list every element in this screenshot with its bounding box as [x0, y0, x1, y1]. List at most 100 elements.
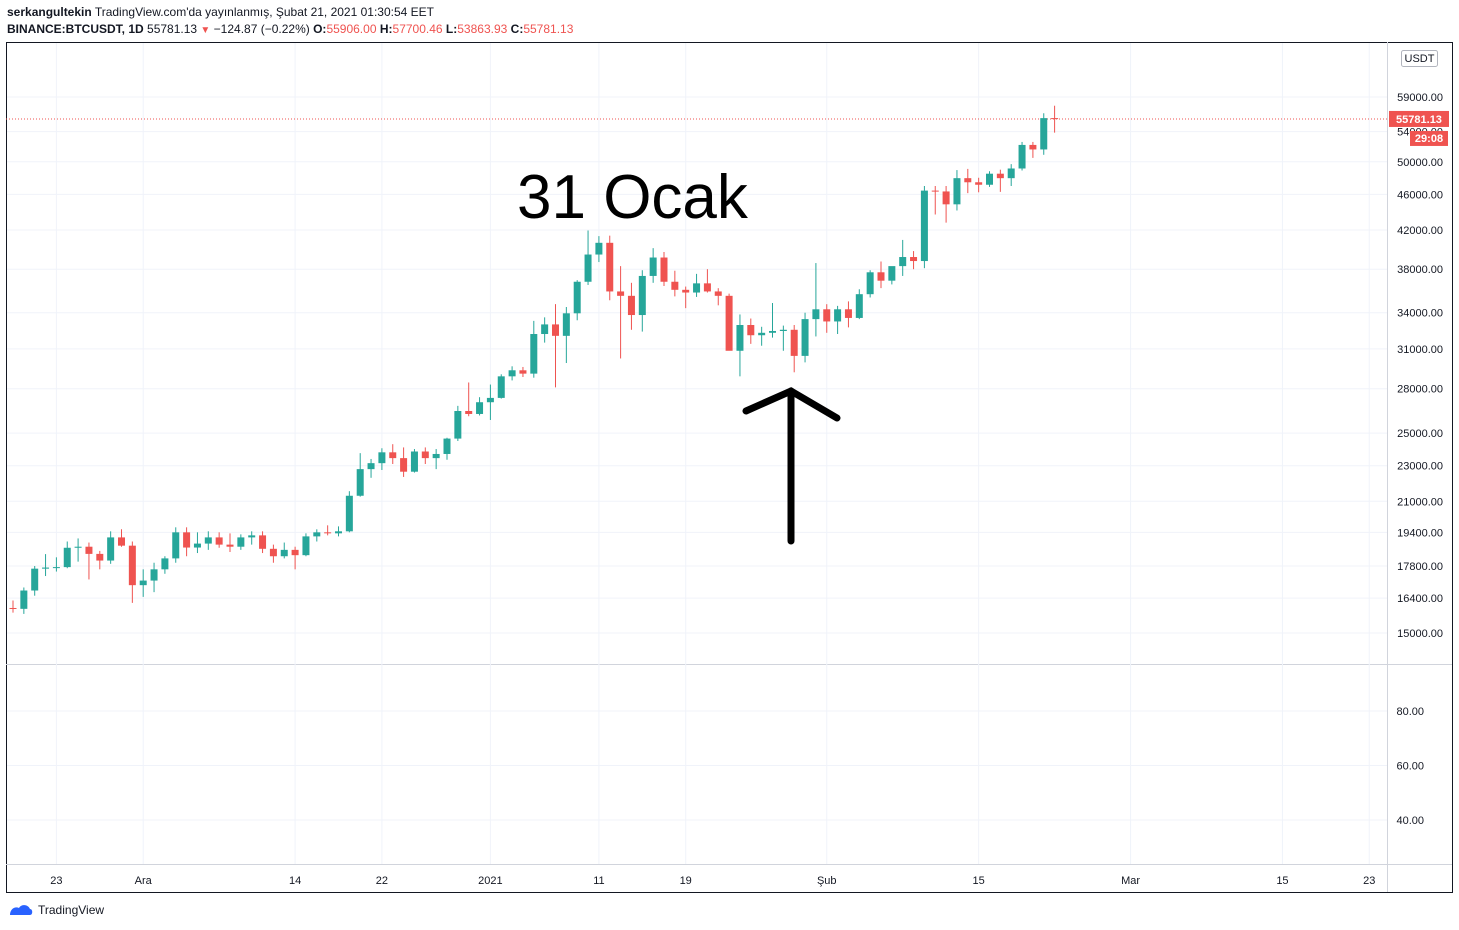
candle	[324, 525, 332, 536]
candle	[866, 270, 874, 298]
candle-body	[1051, 118, 1059, 120]
currency-badge[interactable]	[1401, 50, 1438, 67]
high-label: H:	[379, 22, 393, 36]
candle-body	[844, 309, 852, 318]
candle	[682, 286, 690, 309]
candle-body	[671, 281, 679, 290]
candle	[877, 261, 885, 289]
candle-body	[910, 257, 918, 262]
close-label: C:	[510, 22, 524, 36]
candle-body	[779, 329, 787, 331]
price-axis-ticks[interactable]: 59000.0054000.0050000.0046000.0042000.00…	[1397, 92, 1443, 640]
candle-body	[476, 402, 484, 414]
candle	[259, 531, 267, 554]
lower-tick-label: 40.00	[1396, 815, 1424, 827]
tradingview-logo-icon	[10, 905, 33, 915]
candle	[269, 544, 277, 563]
price-tick-label: 59000.00	[1397, 92, 1443, 104]
candle	[52, 557, 60, 572]
last-price-badge-value: 55781.13	[1396, 114, 1442, 126]
candle-body	[204, 537, 212, 544]
candle-body	[215, 537, 223, 545]
candle	[31, 566, 39, 596]
candle	[530, 320, 538, 378]
candles	[9, 105, 1059, 614]
candle	[584, 230, 592, 285]
time-tick-label: 23	[1363, 875, 1375, 887]
price-tick-label: 17800.00	[1397, 561, 1443, 573]
candle-body	[183, 532, 191, 548]
candle-body	[389, 452, 397, 459]
candle-body	[96, 553, 104, 561]
candle-body	[964, 178, 972, 183]
candle-body	[877, 272, 885, 281]
candle	[1007, 164, 1015, 186]
candle-body	[161, 558, 169, 570]
candle	[888, 266, 896, 285]
open-value: 55906.00	[326, 22, 377, 36]
candle-body	[975, 182, 983, 185]
candle	[660, 252, 668, 287]
lower-tick-label: 80.00	[1396, 706, 1424, 718]
time-tick-label: 11	[593, 875, 604, 887]
tradingview-brand: TradingView	[38, 903, 105, 917]
candle	[541, 317, 549, 343]
candle-body	[682, 289, 690, 293]
candle-body	[226, 544, 234, 547]
candle	[552, 304, 559, 388]
candle-body	[378, 452, 386, 464]
candle-body	[1007, 168, 1015, 179]
candle-body	[920, 190, 928, 262]
candle	[703, 269, 711, 293]
candle-body	[953, 178, 961, 205]
low-value: 53863.93	[457, 22, 508, 36]
candle	[410, 449, 418, 473]
price-tick-label: 23000.00	[1397, 461, 1443, 473]
candle-body	[31, 568, 39, 591]
last-price-badge	[1389, 110, 1449, 127]
candle	[96, 550, 104, 570]
candle-body	[541, 324, 549, 335]
candle	[291, 546, 299, 570]
candle	[74, 538, 82, 562]
candle-body	[259, 535, 267, 549]
candle	[844, 301, 852, 328]
candle	[107, 531, 115, 564]
candle	[443, 437, 451, 460]
chart-header-ohlc: BINANCE:BTCUSDT, 1D 55781.13 ▼ −124.87 (…	[7, 22, 573, 36]
candle-body	[660, 257, 668, 282]
candle-body	[899, 257, 907, 267]
price-tick-label: 28000.00	[1397, 384, 1443, 396]
candle-body	[508, 370, 516, 377]
candle	[747, 318, 755, 344]
price-tick-label: 21000.00	[1397, 496, 1443, 508]
candle-body	[758, 332, 766, 336]
close-value: 55781.13	[523, 22, 574, 36]
chart-header-author: serkangultekin TradingView.com'da yayınl…	[7, 5, 434, 19]
candle-body	[63, 547, 71, 568]
candle	[335, 526, 342, 537]
candle	[1040, 113, 1048, 155]
candle	[508, 366, 516, 381]
candle-body	[747, 325, 755, 336]
tradingview-footer[interactable]: TradingView	[8, 903, 104, 917]
candle-body	[128, 545, 136, 586]
candle	[302, 533, 310, 557]
grid-lines	[7, 43, 1387, 864]
candle	[226, 533, 234, 552]
price-tick-label: 16400.00	[1397, 593, 1443, 605]
candle-body	[443, 438, 451, 454]
candle-body	[812, 309, 820, 320]
candle-body	[237, 537, 245, 547]
candle-body	[1029, 144, 1037, 150]
candle	[964, 168, 972, 194]
candle-body	[302, 536, 310, 556]
candle	[910, 251, 918, 270]
candle-body	[52, 567, 60, 569]
candle	[248, 531, 256, 545]
candle	[118, 529, 125, 547]
candle	[562, 307, 570, 364]
time-axis-ticks[interactable]: 23 Ara 14 22 2021 11 19 Şub 15 Mar 15 23	[50, 875, 1375, 887]
candle	[454, 405, 462, 441]
